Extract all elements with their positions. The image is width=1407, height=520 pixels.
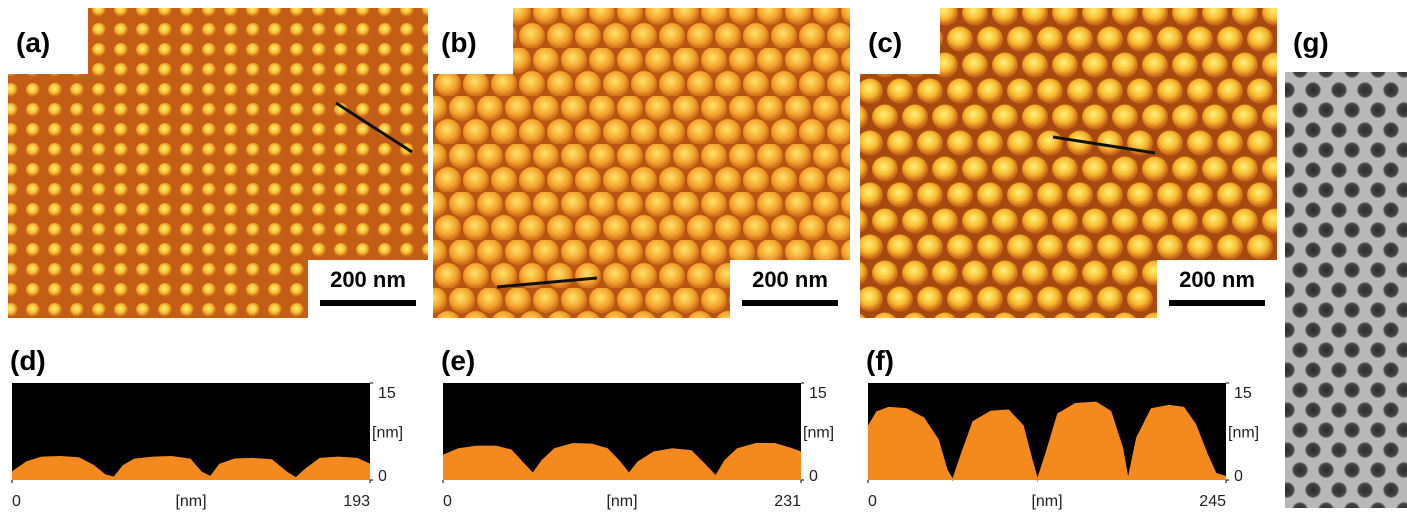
y-axis-label: [nm] xyxy=(372,425,403,442)
x-axis-label: [nm] xyxy=(175,493,206,510)
tem-image xyxy=(1285,8,1407,508)
y-tick-label: 15 xyxy=(809,385,827,402)
panel-label: (e) xyxy=(441,345,475,376)
x-tick-label: 193 xyxy=(343,493,370,510)
y-tick-label: 15 xyxy=(1234,385,1252,402)
scale-bar xyxy=(320,300,416,306)
figure: (a) 200 nm (b) 200 nm (c) 200 nm (g) (d) 0 15 [nm]… xyxy=(0,0,1407,515)
scale-bar xyxy=(1169,300,1265,306)
y-tick-label: 15 xyxy=(378,385,396,402)
y-tick-label: 0 xyxy=(1234,468,1243,485)
x-tick-label: 245 xyxy=(1199,493,1226,510)
x-tick-label: 0 xyxy=(443,493,452,510)
x-tick-label: 231 xyxy=(774,493,801,510)
panel-label: (a) xyxy=(16,27,50,58)
panel-label: (f) xyxy=(866,345,894,376)
x-axis-label: [nm] xyxy=(606,493,637,510)
scale-text: 200 nm xyxy=(752,267,828,292)
scale-text: 200 nm xyxy=(330,267,406,292)
scale-text: 200 nm xyxy=(1179,267,1255,292)
panel-label: (g) xyxy=(1293,27,1329,58)
panel-label: (b) xyxy=(441,27,477,58)
x-axis-label: [nm] xyxy=(1031,493,1062,510)
x-tick-label: 0 xyxy=(868,493,877,510)
y-axis-label: [nm] xyxy=(1228,425,1259,442)
y-axis-label: [nm] xyxy=(803,425,834,442)
panel-label: (c) xyxy=(868,27,902,58)
x-tick-label: 0 xyxy=(12,493,21,510)
page: (a) 200 nm (b) 200 nm (c) 200 nm (g) (d) 0 15 [nm]… xyxy=(0,0,1407,520)
scale-bar xyxy=(742,300,838,306)
y-tick-label: 0 xyxy=(809,468,818,485)
y-tick-label: 0 xyxy=(378,468,387,485)
panel-label: (d) xyxy=(10,345,46,376)
